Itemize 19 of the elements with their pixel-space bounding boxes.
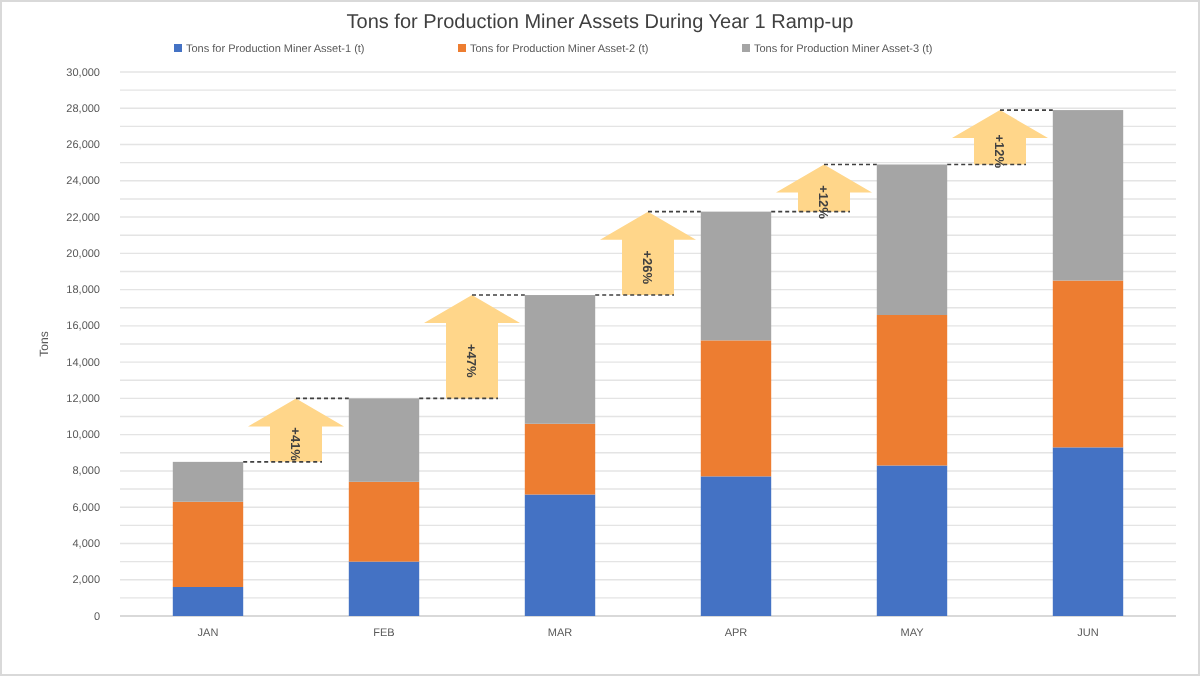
bar (172, 461, 244, 502)
bar (876, 314, 948, 466)
bar (1052, 280, 1124, 448)
bar (524, 423, 596, 495)
bar (524, 494, 596, 616)
bar (700, 211, 772, 341)
bar (348, 561, 420, 616)
bar (876, 164, 948, 315)
bar (1052, 447, 1124, 616)
bar (172, 501, 244, 587)
bar (700, 340, 772, 477)
bar (524, 295, 596, 424)
bar (348, 481, 420, 562)
chart-title: Tons for Production Miner Assets During Year 1 Ramp-up (346, 12, 855, 34)
bar (876, 465, 948, 616)
bar (1052, 110, 1124, 281)
bar (700, 476, 772, 616)
bar (172, 586, 244, 616)
bar (348, 398, 420, 482)
